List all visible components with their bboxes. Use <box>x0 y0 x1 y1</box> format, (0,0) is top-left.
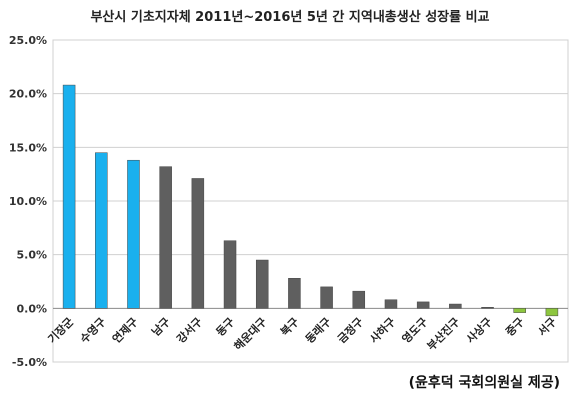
x-tick-label: 북구 <box>277 315 301 339</box>
chart-source: (윤후덕 국회의원실 제공) <box>408 375 560 391</box>
x-tick-label: 기장군 <box>45 315 76 346</box>
x-tick-label: 남구 <box>149 315 173 339</box>
y-axis-ticks: 25.0% 20.0% 15.0% 10.0% 5.0% 0.0% -5.0% <box>9 34 47 369</box>
x-tick-label: 동구 <box>214 315 238 339</box>
x-tick-label: 연제구 <box>109 315 140 346</box>
y-tick-label: 0.0% <box>16 302 47 315</box>
x-tick-label: 중구 <box>503 315 527 339</box>
x-tick-label: 사하구 <box>367 315 398 346</box>
bar-기장군 <box>62 84 76 309</box>
y-tick-label: -5.0% <box>12 356 47 369</box>
y-tick-label: 5.0% <box>16 249 47 262</box>
y-tick-label: 15.0% <box>9 141 47 154</box>
x-tick-label: 영도구 <box>400 315 431 346</box>
bar-서구 <box>545 308 559 317</box>
bar-사하구 <box>384 299 398 309</box>
bar-북구 <box>288 278 301 309</box>
x-tick-label: 서구 <box>535 315 559 339</box>
bar-중구 <box>513 308 526 313</box>
x-tick-label: 수영구 <box>78 315 109 346</box>
bar-사상구 <box>481 307 494 309</box>
y-tick-label: 25.0% <box>9 34 47 47</box>
x-tick-label: 부산진구 <box>424 315 463 354</box>
x-tick-label: 동래구 <box>302 315 333 346</box>
x-tick-label: 해운대구 <box>231 315 270 354</box>
bar-해운대구 <box>255 259 269 309</box>
bar-금정구 <box>352 290 366 309</box>
bars <box>62 84 559 317</box>
chart-title: 부산시 기초지자체 2011년~2016년 5년 간 지역내총생산 성장률 비교 <box>90 10 490 25</box>
bar-동래구 <box>320 286 333 309</box>
bar-남구 <box>159 166 172 309</box>
bar-강서구 <box>191 178 205 309</box>
y-tick-label: 20.0% <box>9 88 47 101</box>
bar-부산진구 <box>449 303 462 309</box>
x-tick-label: 강서구 <box>174 315 205 346</box>
bar-수영구 <box>95 152 108 309</box>
x-tick-label: 금정구 <box>335 315 366 346</box>
bar-연제구 <box>127 159 140 309</box>
y-tick-label: 10.0% <box>9 195 47 208</box>
bar-영도구 <box>416 301 430 309</box>
x-tick-label: 사상구 <box>463 315 494 346</box>
bar-동구 <box>223 240 237 309</box>
